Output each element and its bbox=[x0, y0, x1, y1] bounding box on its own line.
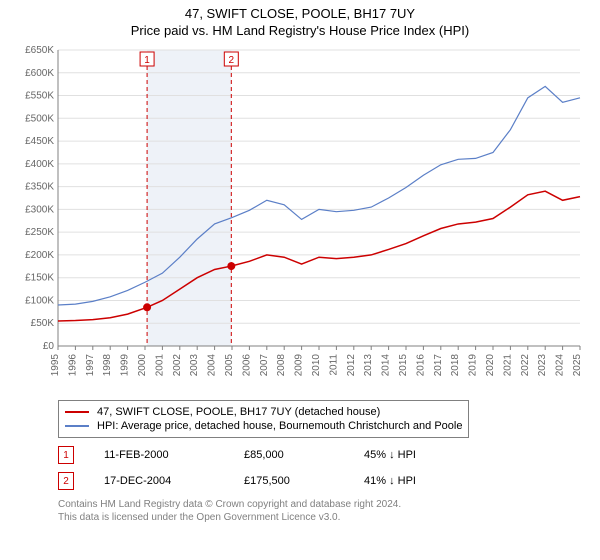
sale-row: 2 17-DEC-2004 £175,500 41% ↓ HPI bbox=[58, 472, 590, 490]
x-tick-label: 2002 bbox=[172, 354, 183, 377]
x-tick-label: 2016 bbox=[415, 354, 426, 377]
x-tick-label: 1997 bbox=[85, 354, 96, 377]
x-tick-label: 2005 bbox=[224, 354, 235, 377]
title-main: 47, SWIFT CLOSE, POOLE, BH17 7UY bbox=[0, 6, 600, 21]
legend-swatch bbox=[65, 425, 89, 427]
sale-marker-number: 1 bbox=[144, 55, 150, 66]
sale-price: £85,000 bbox=[244, 449, 334, 461]
y-tick-label: £600K bbox=[25, 68, 54, 79]
title-sub: Price paid vs. HM Land Registry's House … bbox=[0, 23, 600, 38]
y-tick-label: £0 bbox=[43, 341, 55, 352]
x-tick-label: 2010 bbox=[311, 354, 322, 377]
sale-price: £175,500 bbox=[244, 475, 334, 487]
x-tick-label: 2004 bbox=[207, 354, 218, 377]
footer-line-2: This data is licensed under the Open Gov… bbox=[58, 511, 590, 524]
x-tick-label: 2008 bbox=[276, 354, 287, 377]
y-tick-label: £250K bbox=[25, 227, 54, 238]
sale-marker-dot bbox=[227, 262, 235, 270]
x-tick-label: 2020 bbox=[485, 354, 496, 377]
x-tick-label: 2009 bbox=[294, 354, 305, 377]
y-tick-label: £450K bbox=[25, 136, 54, 147]
sales-list: 1 11-FEB-2000 £85,000 45% ↓ HPI 2 17-DEC-2004… bbox=[0, 446, 600, 490]
y-tick-label: £500K bbox=[25, 113, 54, 124]
y-tick-label: £350K bbox=[25, 182, 54, 193]
y-tick-label: £650K bbox=[25, 45, 54, 56]
x-tick-label: 2025 bbox=[572, 354, 583, 377]
legend-label: 47, SWIFT CLOSE, POOLE, BH17 7UY (detach… bbox=[97, 406, 380, 418]
chart-titles: 47, SWIFT CLOSE, POOLE, BH17 7UY Price p… bbox=[0, 0, 600, 38]
x-tick-label: 2001 bbox=[154, 354, 165, 377]
legend-box: 47, SWIFT CLOSE, POOLE, BH17 7UY (detach… bbox=[58, 400, 469, 438]
x-tick-label: 2012 bbox=[346, 354, 357, 377]
series-price_paid bbox=[58, 191, 580, 321]
x-tick-label: 2000 bbox=[137, 354, 148, 377]
series-hpi bbox=[58, 86, 580, 305]
x-tick-label: 1999 bbox=[120, 354, 131, 377]
footer-attribution: Contains HM Land Registry data © Crown c… bbox=[58, 498, 590, 524]
legend-row: 47, SWIFT CLOSE, POOLE, BH17 7UY (detach… bbox=[65, 405, 462, 419]
x-tick-label: 2013 bbox=[363, 354, 374, 377]
sale-marker-number: 2 bbox=[229, 55, 235, 66]
x-tick-label: 2017 bbox=[433, 354, 444, 377]
x-tick-label: 2003 bbox=[189, 354, 200, 377]
x-tick-label: 2014 bbox=[381, 354, 392, 377]
sale-row-marker: 1 bbox=[58, 446, 74, 464]
x-tick-label: 2007 bbox=[259, 354, 270, 377]
x-tick-label: 2006 bbox=[241, 354, 252, 377]
sale-date: 17-DEC-2004 bbox=[104, 475, 214, 487]
legend-row: HPI: Average price, detached house, Bour… bbox=[65, 419, 462, 433]
sale-row-marker: 2 bbox=[58, 472, 74, 490]
sale-marker-dot bbox=[143, 303, 151, 311]
x-tick-label: 2023 bbox=[537, 354, 548, 377]
y-tick-label: £50K bbox=[31, 318, 55, 329]
sale-date: 11-FEB-2000 bbox=[104, 449, 214, 461]
y-tick-label: £400K bbox=[25, 159, 54, 170]
x-tick-label: 1998 bbox=[102, 354, 113, 377]
y-tick-label: £150K bbox=[25, 273, 54, 284]
line-chart: £0 £50K £100K £150K £200K £250K £300K £350K £400… bbox=[10, 44, 590, 394]
x-tick-label: 2019 bbox=[468, 354, 479, 377]
y-tick-label: £550K bbox=[25, 91, 54, 102]
x-tick-label: 2015 bbox=[398, 354, 409, 377]
x-tick-label: 2024 bbox=[555, 354, 566, 377]
legend-swatch bbox=[65, 411, 89, 413]
x-tick-label: 2018 bbox=[450, 354, 461, 377]
sale-delta: 41% ↓ HPI bbox=[364, 475, 416, 487]
y-tick-label: £200K bbox=[25, 250, 54, 261]
x-tick-label: 1995 bbox=[50, 354, 61, 377]
x-tick-label: 2022 bbox=[520, 354, 531, 377]
x-tick-label: 1996 bbox=[67, 354, 78, 377]
footer-line-1: Contains HM Land Registry data © Crown c… bbox=[58, 498, 590, 511]
y-tick-label: £100K bbox=[25, 295, 54, 306]
x-tick-label: 2021 bbox=[502, 354, 513, 377]
sale-delta: 45% ↓ HPI bbox=[364, 449, 416, 461]
chart-area: £0 £50K £100K £150K £200K £250K £300K £350K £400… bbox=[10, 44, 590, 394]
sale-row: 1 11-FEB-2000 £85,000 45% ↓ HPI bbox=[58, 446, 590, 464]
x-tick-label: 2011 bbox=[328, 354, 339, 376]
legend-label: HPI: Average price, detached house, Bour… bbox=[97, 420, 462, 432]
y-tick-label: £300K bbox=[25, 204, 54, 215]
